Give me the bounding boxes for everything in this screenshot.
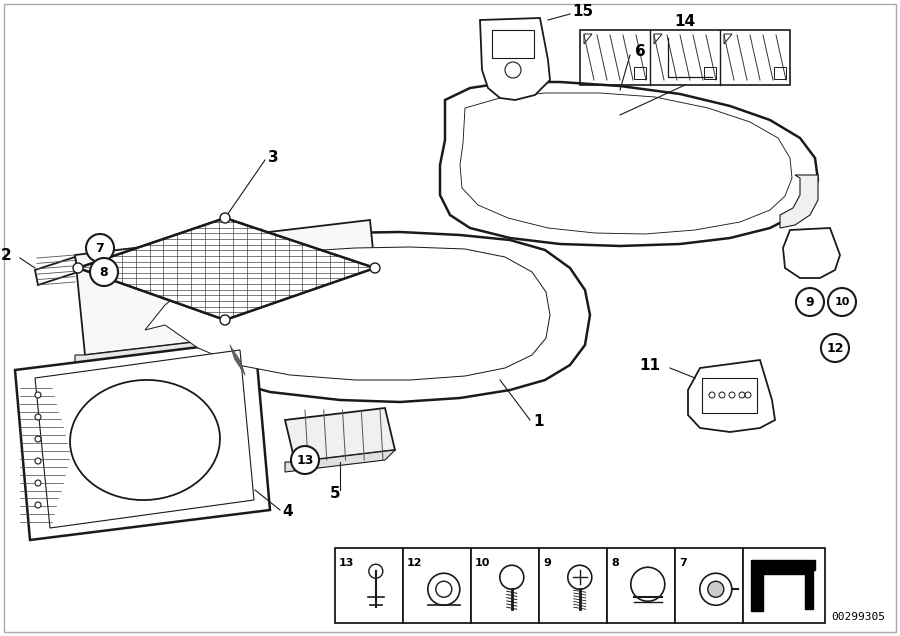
Polygon shape xyxy=(35,257,78,285)
Bar xyxy=(704,67,716,79)
Circle shape xyxy=(35,480,41,486)
Text: 15: 15 xyxy=(572,4,593,20)
Bar xyxy=(634,67,646,79)
Text: 11: 11 xyxy=(639,357,660,373)
Polygon shape xyxy=(285,450,395,472)
Text: 12: 12 xyxy=(826,342,844,354)
Polygon shape xyxy=(75,320,380,365)
Text: 2: 2 xyxy=(1,249,12,263)
Text: 3: 3 xyxy=(268,149,279,165)
Polygon shape xyxy=(480,18,550,100)
Bar xyxy=(580,30,790,85)
Text: 9: 9 xyxy=(543,558,551,568)
Polygon shape xyxy=(751,560,815,611)
Bar xyxy=(702,378,757,413)
Polygon shape xyxy=(780,175,818,228)
Text: 6: 6 xyxy=(635,45,646,60)
Text: 10: 10 xyxy=(475,558,491,568)
Text: 5: 5 xyxy=(329,487,340,502)
Text: 13: 13 xyxy=(339,558,355,568)
Circle shape xyxy=(35,436,41,442)
Text: 10: 10 xyxy=(834,297,850,307)
Text: 8: 8 xyxy=(611,558,619,568)
Polygon shape xyxy=(145,247,550,380)
Circle shape xyxy=(86,234,114,262)
Circle shape xyxy=(90,258,118,286)
Bar xyxy=(607,548,675,623)
Bar xyxy=(492,30,534,58)
Polygon shape xyxy=(440,82,818,246)
Polygon shape xyxy=(115,232,590,402)
Circle shape xyxy=(220,315,230,325)
Text: 8: 8 xyxy=(100,265,108,279)
Polygon shape xyxy=(783,228,840,278)
Polygon shape xyxy=(688,360,775,432)
Circle shape xyxy=(796,288,824,316)
Circle shape xyxy=(291,446,319,474)
Text: 00299305: 00299305 xyxy=(831,612,885,622)
Polygon shape xyxy=(460,93,792,234)
Circle shape xyxy=(73,263,83,273)
Bar xyxy=(675,548,743,623)
Bar xyxy=(403,548,471,623)
Circle shape xyxy=(828,288,856,316)
Bar xyxy=(774,67,786,79)
Circle shape xyxy=(821,334,849,362)
Circle shape xyxy=(707,581,724,597)
Circle shape xyxy=(35,502,41,508)
Polygon shape xyxy=(75,220,380,355)
Circle shape xyxy=(35,414,41,420)
Circle shape xyxy=(220,213,230,223)
Text: 7: 7 xyxy=(95,242,104,254)
Polygon shape xyxy=(285,408,395,462)
Polygon shape xyxy=(15,340,270,540)
Polygon shape xyxy=(35,350,254,528)
Circle shape xyxy=(35,392,41,398)
Bar xyxy=(743,548,825,623)
Text: 14: 14 xyxy=(674,15,696,29)
Bar xyxy=(335,548,403,623)
Circle shape xyxy=(370,263,380,273)
Bar xyxy=(471,548,539,623)
Circle shape xyxy=(35,458,41,464)
Bar xyxy=(539,548,607,623)
Polygon shape xyxy=(78,218,375,320)
Polygon shape xyxy=(755,562,813,609)
Text: 7: 7 xyxy=(679,558,687,568)
Text: 13: 13 xyxy=(296,453,314,466)
Text: 9: 9 xyxy=(806,296,814,308)
Text: 1: 1 xyxy=(533,415,544,429)
Text: 12: 12 xyxy=(407,558,422,568)
Text: 4: 4 xyxy=(282,504,292,520)
